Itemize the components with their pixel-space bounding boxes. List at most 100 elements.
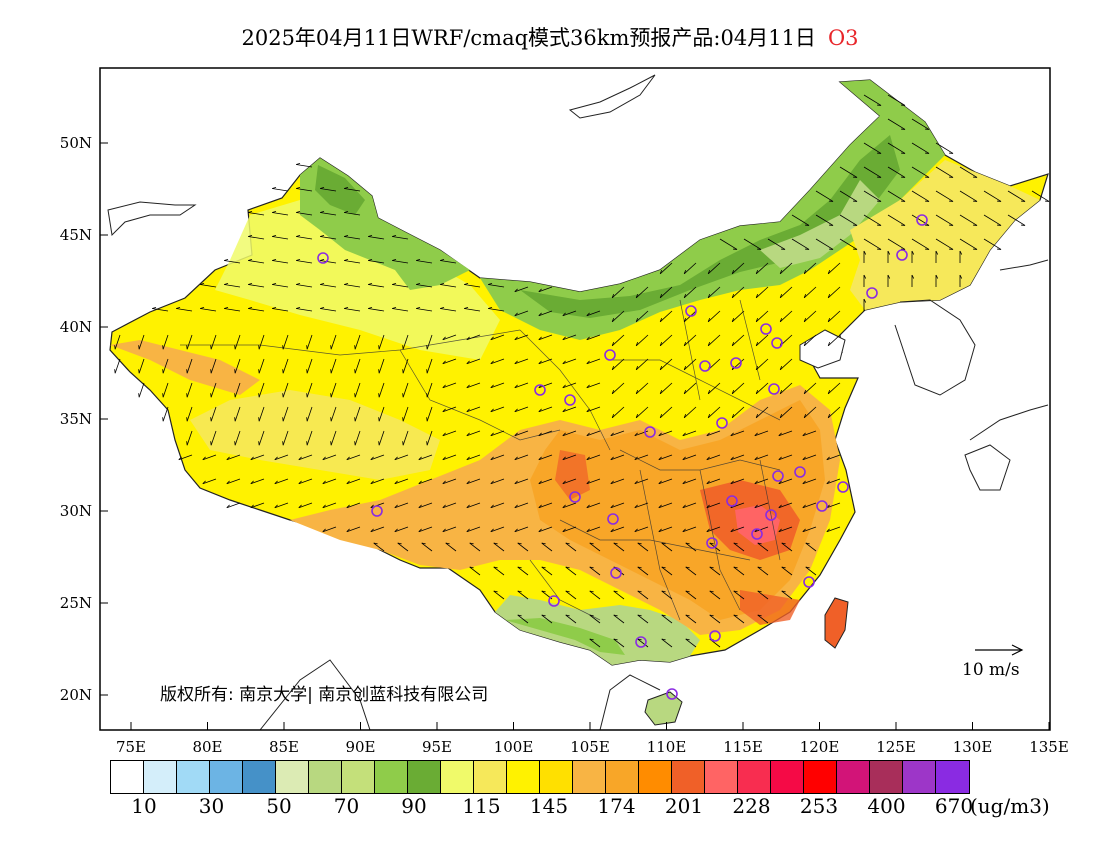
wind-arrow xyxy=(682,454,697,461)
wind-arrow-head xyxy=(248,282,253,285)
wind-arrow xyxy=(635,286,649,299)
wind-arrow-head xyxy=(517,614,522,617)
wind-arrow xyxy=(466,382,481,389)
wind-arrow xyxy=(685,590,697,600)
wind-arrow xyxy=(392,284,409,288)
wind-arrow-head xyxy=(779,413,783,418)
city-marker xyxy=(765,509,777,521)
wind-arrow xyxy=(707,406,721,419)
wind-arrow-head xyxy=(730,480,734,484)
wind-arrow-head xyxy=(440,306,445,309)
city-marker xyxy=(716,417,728,429)
wind-arrow xyxy=(488,308,505,312)
wind-arrow-head xyxy=(226,504,230,508)
wind-arrow-head xyxy=(781,566,786,569)
wind-arrow-head xyxy=(541,614,546,617)
wind-arrow xyxy=(767,238,786,250)
wind-arrow xyxy=(320,188,337,192)
wind-arrow-head xyxy=(707,317,711,322)
wind-arrow xyxy=(226,502,241,509)
wind-arrow-head xyxy=(274,480,278,484)
wind-arrow xyxy=(658,454,673,461)
wind-arrow-head xyxy=(397,542,402,545)
wind-arrow-head xyxy=(659,317,663,322)
wind-arrow-head xyxy=(466,360,470,364)
legend-swatch xyxy=(672,761,705,793)
wind-arrow xyxy=(826,478,841,485)
wind-arrow xyxy=(493,542,505,552)
city-marker xyxy=(916,214,928,226)
wind-arrow xyxy=(418,526,433,533)
wind-arrow xyxy=(466,478,481,485)
wind-arrow xyxy=(442,454,457,461)
wind-arrow xyxy=(658,430,673,437)
wind-arrow xyxy=(706,430,721,437)
wind-arrow-head xyxy=(730,432,734,436)
x-tick-label: 90E xyxy=(345,738,375,756)
wind-arrow-head xyxy=(442,480,446,484)
city-marker xyxy=(317,252,329,264)
legend-label: 90 xyxy=(401,794,427,818)
city-marker xyxy=(666,688,678,700)
wind-arrow-head xyxy=(611,317,615,322)
wind-arrow xyxy=(330,406,337,422)
wind-arrow-head xyxy=(586,456,590,460)
wind-arrow xyxy=(258,334,265,350)
wind-arrow xyxy=(354,358,361,374)
wind-arrow xyxy=(707,286,721,299)
wind-arrow-head xyxy=(565,614,570,617)
wind-arrow xyxy=(839,214,858,226)
wind-arrow xyxy=(274,454,289,461)
wind-arrow-head xyxy=(707,389,711,394)
wind-arrow xyxy=(637,590,649,600)
wind-arrow-head xyxy=(611,365,615,370)
legend-swatch xyxy=(177,761,210,793)
wind-arrow xyxy=(296,284,313,288)
wind-arrow-head xyxy=(272,210,277,213)
wind-arrow xyxy=(661,542,673,552)
wind-arrow-head xyxy=(562,504,566,508)
wind-arrow-head xyxy=(442,384,446,388)
wind-arrow xyxy=(330,358,337,374)
wind-arrow xyxy=(490,406,505,413)
wind-arrow-head xyxy=(538,312,542,316)
wind-arrow-head xyxy=(586,360,590,364)
wind-arrow-head xyxy=(298,504,302,508)
x-tick-label: 130E xyxy=(953,738,993,756)
wind-arrow xyxy=(733,566,745,576)
wind-arrow-head xyxy=(464,282,469,285)
wind-arrow xyxy=(805,566,817,576)
wind-arrow xyxy=(562,382,577,389)
wind-arrow xyxy=(983,238,1002,250)
wind-arrow-head xyxy=(392,234,397,237)
wind-arrow xyxy=(754,526,769,533)
wind-arrow xyxy=(445,542,457,552)
wind-arrow-head xyxy=(755,389,759,394)
wind-arrow-head xyxy=(682,480,686,484)
legend-swatch xyxy=(804,761,837,793)
wind-arrow-head xyxy=(659,293,663,298)
x-tick-label: 85E xyxy=(269,738,299,756)
wind-arrow xyxy=(402,382,409,398)
wind-arrow xyxy=(731,382,745,395)
wind-arrow xyxy=(258,382,265,398)
wind-arrow xyxy=(733,542,745,552)
wind-arrow-head xyxy=(368,258,373,261)
wind-arrow xyxy=(464,284,481,288)
wind-arrow xyxy=(162,358,169,374)
wind-arrow xyxy=(706,526,721,533)
wind-arrow xyxy=(402,334,409,350)
wind-arrow-head xyxy=(442,528,446,532)
wind-arrow-head xyxy=(935,274,939,279)
wind-arrow-head xyxy=(296,258,301,261)
wind-arrow-head xyxy=(346,504,350,508)
wind-arrow xyxy=(378,358,385,374)
wind-arrow-head xyxy=(586,504,590,508)
wind-arrow xyxy=(538,310,553,317)
wind-arrow xyxy=(426,334,433,350)
city-marker xyxy=(803,576,815,588)
legend-swatch xyxy=(573,761,606,793)
legend-swatch xyxy=(738,761,771,793)
wind-arrow xyxy=(320,284,337,288)
wind-arrow xyxy=(827,286,841,299)
